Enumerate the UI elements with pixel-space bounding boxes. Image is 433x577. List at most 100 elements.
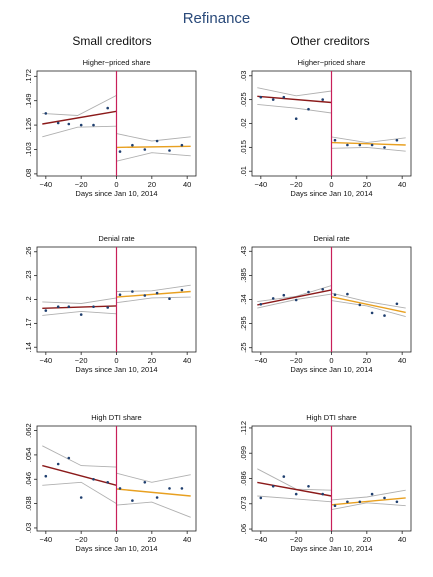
x-tick-label: −20 [290, 356, 303, 365]
data-point [271, 485, 275, 488]
data-point [92, 478, 95, 481]
fit-line-before [42, 305, 117, 309]
y-tick-label: .103 [24, 142, 33, 157]
data-point [383, 314, 386, 317]
ci-before-upper [42, 95, 117, 116]
data-point [395, 302, 399, 306]
fit-line-before [42, 110, 117, 125]
x-tick-label: 40 [398, 356, 406, 365]
x-tick-label: 20 [148, 180, 156, 189]
y-tick-label: .112 [239, 421, 248, 435]
x-tick-label: −40 [254, 180, 267, 189]
x-tick-label: 40 [398, 535, 406, 544]
data-point [358, 143, 362, 147]
data-point [321, 98, 325, 101]
data-point [168, 149, 171, 152]
x-axis-label: Days since Jan 10, 2014 [75, 189, 157, 198]
data-point [155, 139, 159, 143]
data-point [56, 462, 60, 466]
panel-3-1: High DTI share .03 .038 .046 .054 .062 −40 −20 0… [24, 413, 197, 553]
y-tick-label: .03 [24, 523, 33, 533]
data-point [143, 294, 147, 297]
ci-after-upper [331, 292, 406, 309]
x-tick-label: 0 [114, 180, 118, 189]
ci-after-lower [331, 300, 406, 318]
data-point [346, 292, 349, 296]
data-point [358, 303, 362, 307]
x-tick-label: −40 [39, 356, 52, 365]
data-point [259, 303, 263, 306]
data-point [358, 500, 362, 504]
fit-line-before [257, 289, 332, 306]
ci-before-lower [42, 310, 117, 316]
data-point [180, 288, 184, 292]
ci-before-upper [42, 297, 117, 304]
data-point [307, 290, 310, 294]
data-point [180, 143, 184, 147]
data-point [294, 298, 298, 302]
y-tick-label: .086 [239, 471, 248, 486]
data-point [271, 297, 275, 300]
ci-after-upper [116, 133, 191, 142]
y-tick-label: .385 [239, 268, 248, 283]
data-point [294, 117, 298, 120]
data-point [333, 293, 337, 297]
ci-before-upper [257, 87, 332, 97]
x-tick-label: 0 [329, 535, 333, 544]
ci-before-lower [42, 481, 117, 504]
panel-1-1: Higher−priced share .08 .103 .126 .149 .172 −4… [24, 58, 197, 198]
panel-title: Denial rate [313, 234, 349, 243]
x-tick-label: 20 [148, 356, 156, 365]
x-tick-label: −40 [254, 535, 267, 544]
data-point [282, 293, 286, 297]
data-point [79, 123, 83, 127]
ci-after-lower [116, 152, 191, 162]
x-tick-label: 20 [363, 535, 371, 544]
y-tick-label: .054 [24, 448, 33, 463]
data-point [155, 496, 159, 499]
data-point [333, 504, 337, 508]
panel-title: High DTI share [306, 413, 356, 422]
fit-line-after [116, 290, 191, 298]
data-point [383, 146, 386, 149]
fit-line-after [116, 488, 191, 497]
x-axis-label: Days since Jan 10, 2014 [290, 365, 372, 374]
panel-title: High DTI share [91, 413, 141, 422]
fit-line-after [331, 141, 406, 146]
ci-after-upper [116, 472, 191, 483]
data-point [131, 499, 134, 502]
data-point [259, 95, 263, 99]
ci-after-upper [331, 489, 406, 501]
x-tick-label: −20 [75, 180, 88, 189]
x-tick-label: 40 [183, 356, 191, 365]
y-tick-label: .14 [24, 342, 33, 352]
panel-title: Higher−priced share [83, 58, 151, 67]
data-point [180, 487, 184, 490]
y-tick-label: .149 [24, 93, 33, 108]
x-tick-label: 0 [114, 356, 118, 365]
data-point [106, 106, 109, 110]
data-point [131, 143, 134, 147]
data-point [333, 138, 337, 142]
ci-after-lower [331, 502, 406, 511]
panel-2-2: Denial rate .25 .295 .34 .385 .43 −40 −20 0 20 40 D… [239, 234, 412, 374]
y-tick-label: .02 [239, 118, 248, 128]
data-point [118, 293, 122, 297]
data-point [118, 487, 122, 490]
y-tick-label: .099 [239, 446, 248, 461]
fit-line-before [257, 481, 332, 497]
y-tick-label: .08 [24, 169, 33, 179]
data-point [346, 143, 349, 147]
y-tick-label: .062 [24, 423, 33, 438]
x-axis-label: Days since Jan 10, 2014 [75, 544, 157, 553]
y-tick-label: .046 [24, 472, 33, 487]
panel-title: Denial rate [98, 234, 134, 243]
data-point [307, 107, 310, 111]
y-tick-label: .038 [24, 496, 33, 511]
data-point [79, 496, 83, 499]
x-tick-label: −40 [39, 535, 52, 544]
x-tick-label: 40 [183, 180, 191, 189]
x-tick-label: −20 [290, 180, 303, 189]
x-axis-label: Days since Jan 10, 2014 [290, 189, 372, 198]
